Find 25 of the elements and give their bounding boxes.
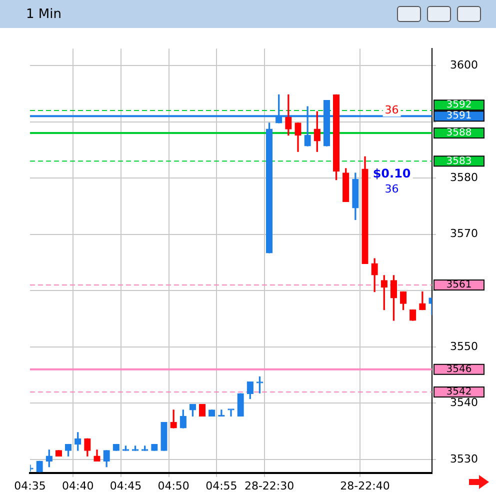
candlestick [228, 408, 234, 416]
chart-title: 1 Min [26, 7, 62, 22]
y-tick-label: 3600 [450, 58, 478, 72]
x-tick-label: 04:50 [158, 479, 190, 492]
y-tick-label: 3540 [450, 396, 478, 410]
x-tick-label: 04:35 [14, 479, 46, 492]
y-tick-label: 3530 [450, 452, 478, 466]
x-tick-label: 04:45 [110, 479, 142, 492]
ref-line-label: 3592 [446, 100, 472, 111]
y-tick-label: 3570 [450, 227, 478, 240]
ref-line-label: 3591 [446, 110, 472, 122]
ref-line-label: 3561 [446, 280, 472, 291]
x-tick-label: 04:55 [206, 479, 238, 492]
ref-line-label: 3588 [446, 128, 472, 139]
x-tick-label: 04:40 [62, 479, 94, 492]
ref-line-label: 3546 [446, 364, 472, 376]
annotation: $0.10 [372, 166, 411, 181]
annotation: 36 [384, 182, 399, 196]
y-tick-label: 3580 [450, 170, 478, 184]
x-tick-label: 28-22:40 [340, 479, 390, 492]
annotation: 36 [384, 103, 399, 116]
x-tick-label: 28-22:30 [244, 479, 294, 492]
y-tick-label: 3550 [450, 340, 478, 353]
ref-line-label: 3542 [446, 386, 472, 398]
ref-line-label: 3583 [446, 156, 472, 167]
